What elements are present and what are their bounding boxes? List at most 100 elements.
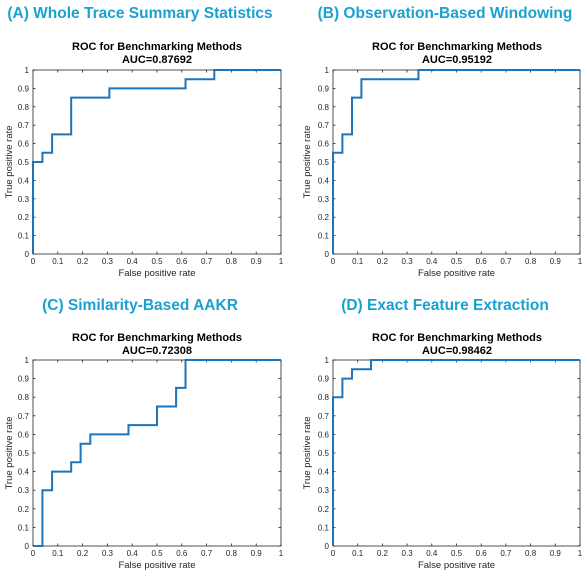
x-axis-label: False positive rate [118, 560, 195, 571]
y-tick-label: 0.3 [18, 195, 30, 204]
x-axis-label: False positive rate [418, 560, 495, 571]
x-tick-label: 0.9 [251, 257, 263, 266]
y-tick-label: 0.6 [318, 430, 330, 439]
x-tick-label: 0.6 [176, 549, 188, 558]
chart-title: ROC for Benchmarking Methods [72, 41, 242, 53]
x-tick-label: 0.9 [550, 257, 562, 266]
y-tick-label: 0 [325, 542, 330, 551]
y-tick-label: 0.1 [318, 232, 330, 241]
x-tick-label: 0.6 [176, 257, 188, 266]
y-tick-label: 0.6 [18, 430, 30, 439]
x-tick-label: 0.3 [102, 257, 114, 266]
y-tick-label: 0.3 [318, 486, 330, 495]
y-tick-label: 0.6 [318, 140, 330, 149]
x-tick-label: 0.7 [500, 549, 512, 558]
x-tick-label: 0.2 [377, 549, 389, 558]
x-tick-label: 0.8 [226, 257, 238, 266]
x-tick-label: 0.7 [500, 257, 512, 266]
x-tick-label: 0.8 [226, 549, 238, 558]
y-axis-label: True positive rate [4, 125, 15, 198]
chart-title: ROC for Benchmarking Methods [372, 41, 542, 53]
y-tick-label: 0.8 [18, 103, 30, 112]
y-tick-label: 0.5 [318, 449, 330, 458]
y-tick-label: 0.2 [318, 213, 330, 222]
y-tick-label: 0.4 [318, 176, 330, 185]
x-tick-label: 0.2 [77, 549, 89, 558]
x-tick-label: 0.6 [476, 257, 488, 266]
y-tick-label: 0.4 [318, 468, 330, 477]
panel-heading-a: (A) Whole Trace Summary Statistics [0, 5, 280, 23]
y-axis-label: True positive rate [4, 416, 15, 489]
y-tick-label: 0.9 [318, 375, 330, 384]
chart-auc-label: AUC=0.98462 [422, 345, 492, 357]
y-tick-label: 0.9 [18, 375, 30, 384]
y-tick-label: 1 [325, 356, 330, 365]
chart-title: ROC for Benchmarking Methods [372, 332, 542, 344]
y-tick-label: 0.8 [318, 103, 330, 112]
y-tick-label: 0.7 [18, 121, 30, 130]
x-tick-label: 0.2 [377, 257, 389, 266]
x-tick-label: 0 [31, 549, 36, 558]
y-tick-label: 0.1 [18, 232, 30, 241]
x-tick-label: 0 [31, 257, 36, 266]
y-tick-label: 0.7 [318, 412, 330, 421]
x-tick-label: 0.7 [201, 257, 213, 266]
panel-heading-b: (B) Observation-Based Windowing [310, 5, 580, 23]
x-tick-label: 0.4 [426, 257, 438, 266]
chart-auc-label: AUC=0.72308 [122, 345, 192, 357]
x-tick-label: 0.6 [476, 549, 488, 558]
x-tick-label: 0.1 [52, 257, 64, 266]
x-tick-label: 0.9 [550, 549, 562, 558]
x-axis-label: False positive rate [418, 268, 495, 279]
chart-auc-label: AUC=0.87692 [122, 54, 192, 66]
x-axis-label: False positive rate [118, 268, 195, 279]
x-tick-label: 0.1 [352, 549, 364, 558]
y-tick-label: 0.6 [18, 140, 30, 149]
y-tick-label: 0 [25, 542, 30, 551]
y-tick-label: 0.4 [18, 468, 30, 477]
x-tick-label: 0.1 [352, 257, 364, 266]
x-tick-label: 1 [279, 257, 284, 266]
x-tick-label: 0.8 [525, 549, 537, 558]
y-tick-label: 0.8 [318, 393, 330, 402]
x-tick-label: 0 [331, 549, 336, 558]
plot-frame [333, 70, 580, 254]
x-tick-label: 1 [279, 549, 284, 558]
x-tick-label: 0.5 [151, 257, 163, 266]
y-tick-label: 0.2 [318, 505, 330, 514]
x-tick-label: 0.8 [525, 257, 537, 266]
roc-chart-a: ROC for Benchmarking Methods AUC=0.87692… [0, 30, 290, 280]
y-tick-label: 0.7 [318, 121, 330, 130]
y-tick-label: 0.3 [318, 195, 330, 204]
roc-chart-d: ROC for Benchmarking Methods AUC=0.98462… [298, 321, 586, 571]
x-tick-label: 0.3 [402, 549, 414, 558]
y-tick-label: 0.7 [18, 412, 30, 421]
y-tick-label: 0.9 [318, 84, 330, 93]
y-tick-label: 0.1 [318, 523, 330, 532]
y-tick-label: 0.2 [18, 505, 30, 514]
x-tick-label: 0.4 [127, 257, 139, 266]
y-tick-label: 1 [25, 356, 30, 365]
y-tick-label: 0.1 [18, 523, 30, 532]
x-tick-label: 0.3 [102, 549, 114, 558]
y-tick-label: 0.5 [318, 158, 330, 167]
x-tick-label: 0.3 [402, 257, 414, 266]
chart-auc-label: AUC=0.95192 [422, 54, 492, 66]
y-tick-label: 1 [325, 66, 330, 75]
y-tick-label: 0.4 [18, 176, 30, 185]
x-tick-label: 0.5 [151, 549, 163, 558]
panel-heading-d: (D) Exact Feature Extraction [310, 297, 580, 315]
x-tick-label: 0.1 [52, 549, 64, 558]
plot-frame [333, 360, 580, 546]
x-tick-label: 1 [578, 257, 583, 266]
chart-title: ROC for Benchmarking Methods [72, 332, 242, 344]
panel-heading-c: (C) Similarity-Based AAKR [0, 297, 280, 315]
plot-frame [33, 360, 281, 546]
x-tick-label: 0.2 [77, 257, 89, 266]
y-axis-label: True positive rate [302, 125, 313, 198]
y-tick-label: 1 [25, 66, 30, 75]
y-axis-label: True positive rate [302, 416, 313, 489]
x-tick-label: 1 [578, 549, 583, 558]
x-tick-label: 0.9 [251, 549, 263, 558]
x-tick-label: 0.4 [127, 549, 139, 558]
